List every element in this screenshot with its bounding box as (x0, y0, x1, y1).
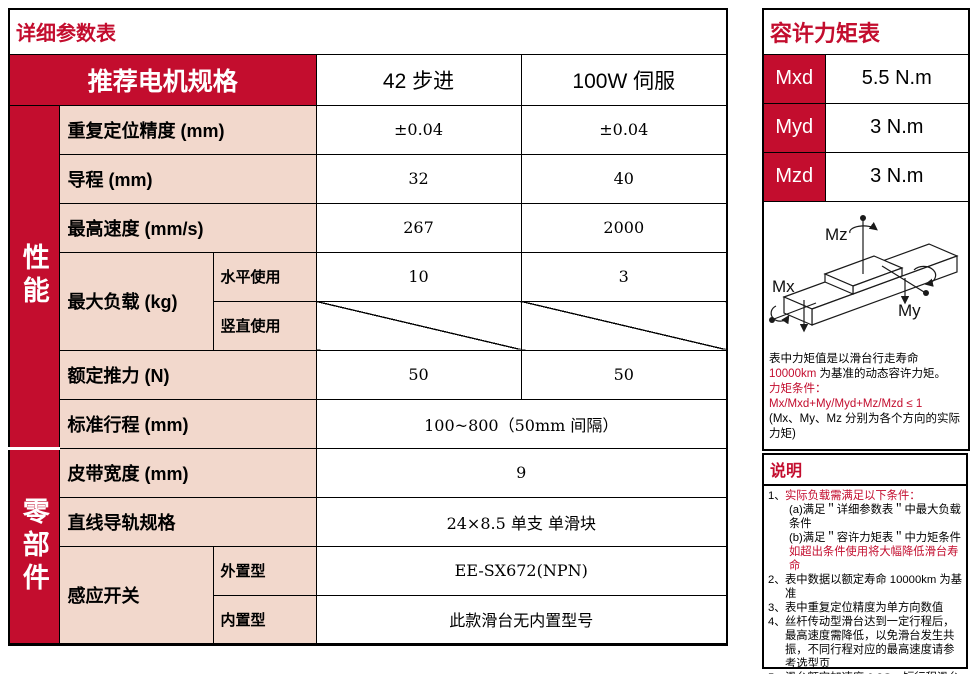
thrust-value-stepper: 50 (315, 349, 522, 400)
lead-value-stepper: 32 (315, 153, 522, 204)
table-title: 详细参数表 (8, 8, 728, 55)
row-label-belt-width: 皮带宽度 (mm) (58, 447, 317, 498)
linear-guide-value: 24×8.5 单支 单滑块 (315, 496, 728, 547)
lead-value-servo: 40 (520, 153, 728, 204)
note-item-5: 5、 滑台额定加速度 0.3G，短行程滑台可能无法达到最高速度 (768, 671, 963, 674)
torque-note-text2: 为基准的动态容许力矩。 (816, 367, 947, 380)
note-3-number: 3、 (768, 602, 786, 614)
torque-table-title: 容许力矩表 (762, 8, 970, 55)
belt-width-value: 9 (315, 447, 728, 498)
torque-note: 表中力矩值是以滑台行走寿命 10000km 为基准的动态容许力矩。 力矩条件： … (764, 348, 968, 449)
load-horizontal-stepper: 10 (315, 251, 522, 302)
torque-value-mzd: 3 N.m (824, 151, 970, 202)
sublabel-vertical-use: 竖直使用 (212, 300, 317, 351)
notes-list: 1、 实际负载需满足以下条件： (a)满足＂详细参数表＂中最大负载条件 (b)满… (764, 486, 966, 674)
sensor-internal-value: 此款滑台无内置型号 (315, 594, 728, 645)
note-1-warning: 如超出条件使用将大幅降低滑台寿命 (789, 546, 959, 572)
load-horizontal-servo: 3 (520, 251, 728, 302)
torque-note-text: 表中力矩值是以滑台行走寿命 (769, 352, 919, 365)
load-vertical-servo-na (520, 300, 728, 351)
stroke-value: 100~800（50mm 间隔） (315, 398, 728, 449)
row-label-repeat-accuracy: 重复定位精度 (mm) (58, 104, 317, 155)
load-vertical-stepper-na (315, 300, 522, 351)
note-3-text: 表中重复定位精度为单方向数值 (785, 602, 944, 614)
torque-label-myd: Myd (762, 102, 826, 153)
note-1-number: 1、 (768, 490, 786, 502)
speed-value-servo: 2000 (520, 202, 728, 253)
accuracy-value-servo: ±0.04 (520, 104, 728, 155)
sublabel-external-type: 外置型 (212, 545, 317, 596)
note-2-text: 表中数据以额定寿命 10000km 为基准 (785, 574, 963, 600)
detailed-parameter-table: 详细参数表 推荐电机规格 42 步进 100W 伺服 性能 重复定位精度 (mm… (8, 8, 729, 646)
torque-diagram-and-note: Mz Mx My 表中力矩值是以滑台行走寿命 10000km 为基准的动态容许力… (762, 200, 970, 451)
torque-note-km: 10000km (769, 367, 817, 380)
torque-value-mxd: 5.5 N.m (824, 53, 970, 104)
axis-label-my: My (898, 301, 921, 320)
note-4-underlined: 选型页 (796, 658, 831, 670)
row-label-linear-guide: 直线导轨规格 (58, 496, 317, 547)
note-4-number: 4、 (768, 616, 786, 628)
torque-condition-note: (Mx、My、Mz 分别为各个方向的实际力矩) (769, 413, 961, 441)
accuracy-value-stepper: ±0.04 (315, 104, 522, 155)
torque-label-mzd: Mzd (762, 151, 826, 202)
torque-label-mxd: Mxd (762, 53, 826, 104)
row-label-lead: 导程 (mm) (58, 153, 317, 204)
note-item-2: 2、 表中数据以额定寿命 10000km 为基准 (768, 573, 963, 601)
note-item-3: 3、 表中重复定位精度为单方向数值 (768, 601, 963, 615)
torque-value-myd: 3 N.m (824, 102, 970, 153)
note-5-text: 滑台额定加速度 0.3G，短行程滑台可能无法达到最高速度 (785, 671, 963, 674)
section-performance: 性能 (8, 104, 60, 449)
speed-value-stepper: 267 (315, 202, 522, 253)
row-label-max-speed: 最高速度 (mm/s) (58, 202, 317, 253)
torque-condition-formula: Mx/Mxd+My/Myd+Mz/Mzd ≤ 1 (769, 398, 923, 411)
section-parts: 零部件 (8, 446, 60, 645)
note-5-number: 5、 (768, 671, 786, 674)
thrust-value-servo: 50 (520, 349, 728, 400)
axis-label-mz: Mz (825, 225, 848, 244)
sublabel-horizontal-use: 水平使用 (212, 251, 317, 302)
header-motor-42-stepper: 42 步进 (315, 53, 522, 106)
row-label-sensor-switch: 感应开关 (58, 545, 214, 645)
row-label-rated-thrust: 额定推力 (N) (58, 349, 317, 400)
header-motor-100w-servo: 100W 伺服 (520, 53, 728, 106)
note-1-head: 实际负载需满足以下条件： (785, 490, 921, 502)
note-item-4: 4、 丝杆传动型滑台达到一定行程后，最高速度需降低，以免滑台发生共振，不同行程对… (768, 615, 963, 671)
header-motor-spec: 推荐电机规格 (8, 53, 317, 106)
note-1-a: (a)满足＂详细参数表＂中最大负载条件 (789, 504, 961, 530)
sensor-external-value: EE-SX672(NPN) (315, 545, 728, 596)
notes-title: 说明 (764, 455, 966, 486)
row-label-standard-stroke: 标准行程 (mm) (58, 398, 317, 449)
note-4-text: 丝杆传动型滑台达到一定行程后，最高速度需降低，以免滑台发生共振，不同行程对应的最… (785, 616, 955, 670)
row-label-max-load: 最大负载 (kg) (58, 251, 214, 351)
sublabel-internal-type: 内置型 (212, 594, 317, 645)
note-2-number: 2、 (768, 574, 786, 586)
moment-axes-diagram: Mz Mx My (769, 214, 959, 332)
allowable-torque-table: 容许力矩表 Mxd 5.5 N.m Myd 3 N.m Mzd 3 N.m (762, 8, 971, 451)
note-1-b: (b)满足＂容许力矩表＂中力矩条件 (789, 532, 961, 544)
axis-label-mx: Mx (772, 277, 795, 296)
torque-condition-title: 力矩条件： (769, 382, 827, 395)
notes-panel: 说明 1、 实际负载需满足以下条件： (a)满足＂详细参数表＂中最大负载条件 (… (762, 453, 968, 674)
note-item-1: 1、 实际负载需满足以下条件： (a)满足＂详细参数表＂中最大负载条件 (b)满… (768, 489, 963, 573)
